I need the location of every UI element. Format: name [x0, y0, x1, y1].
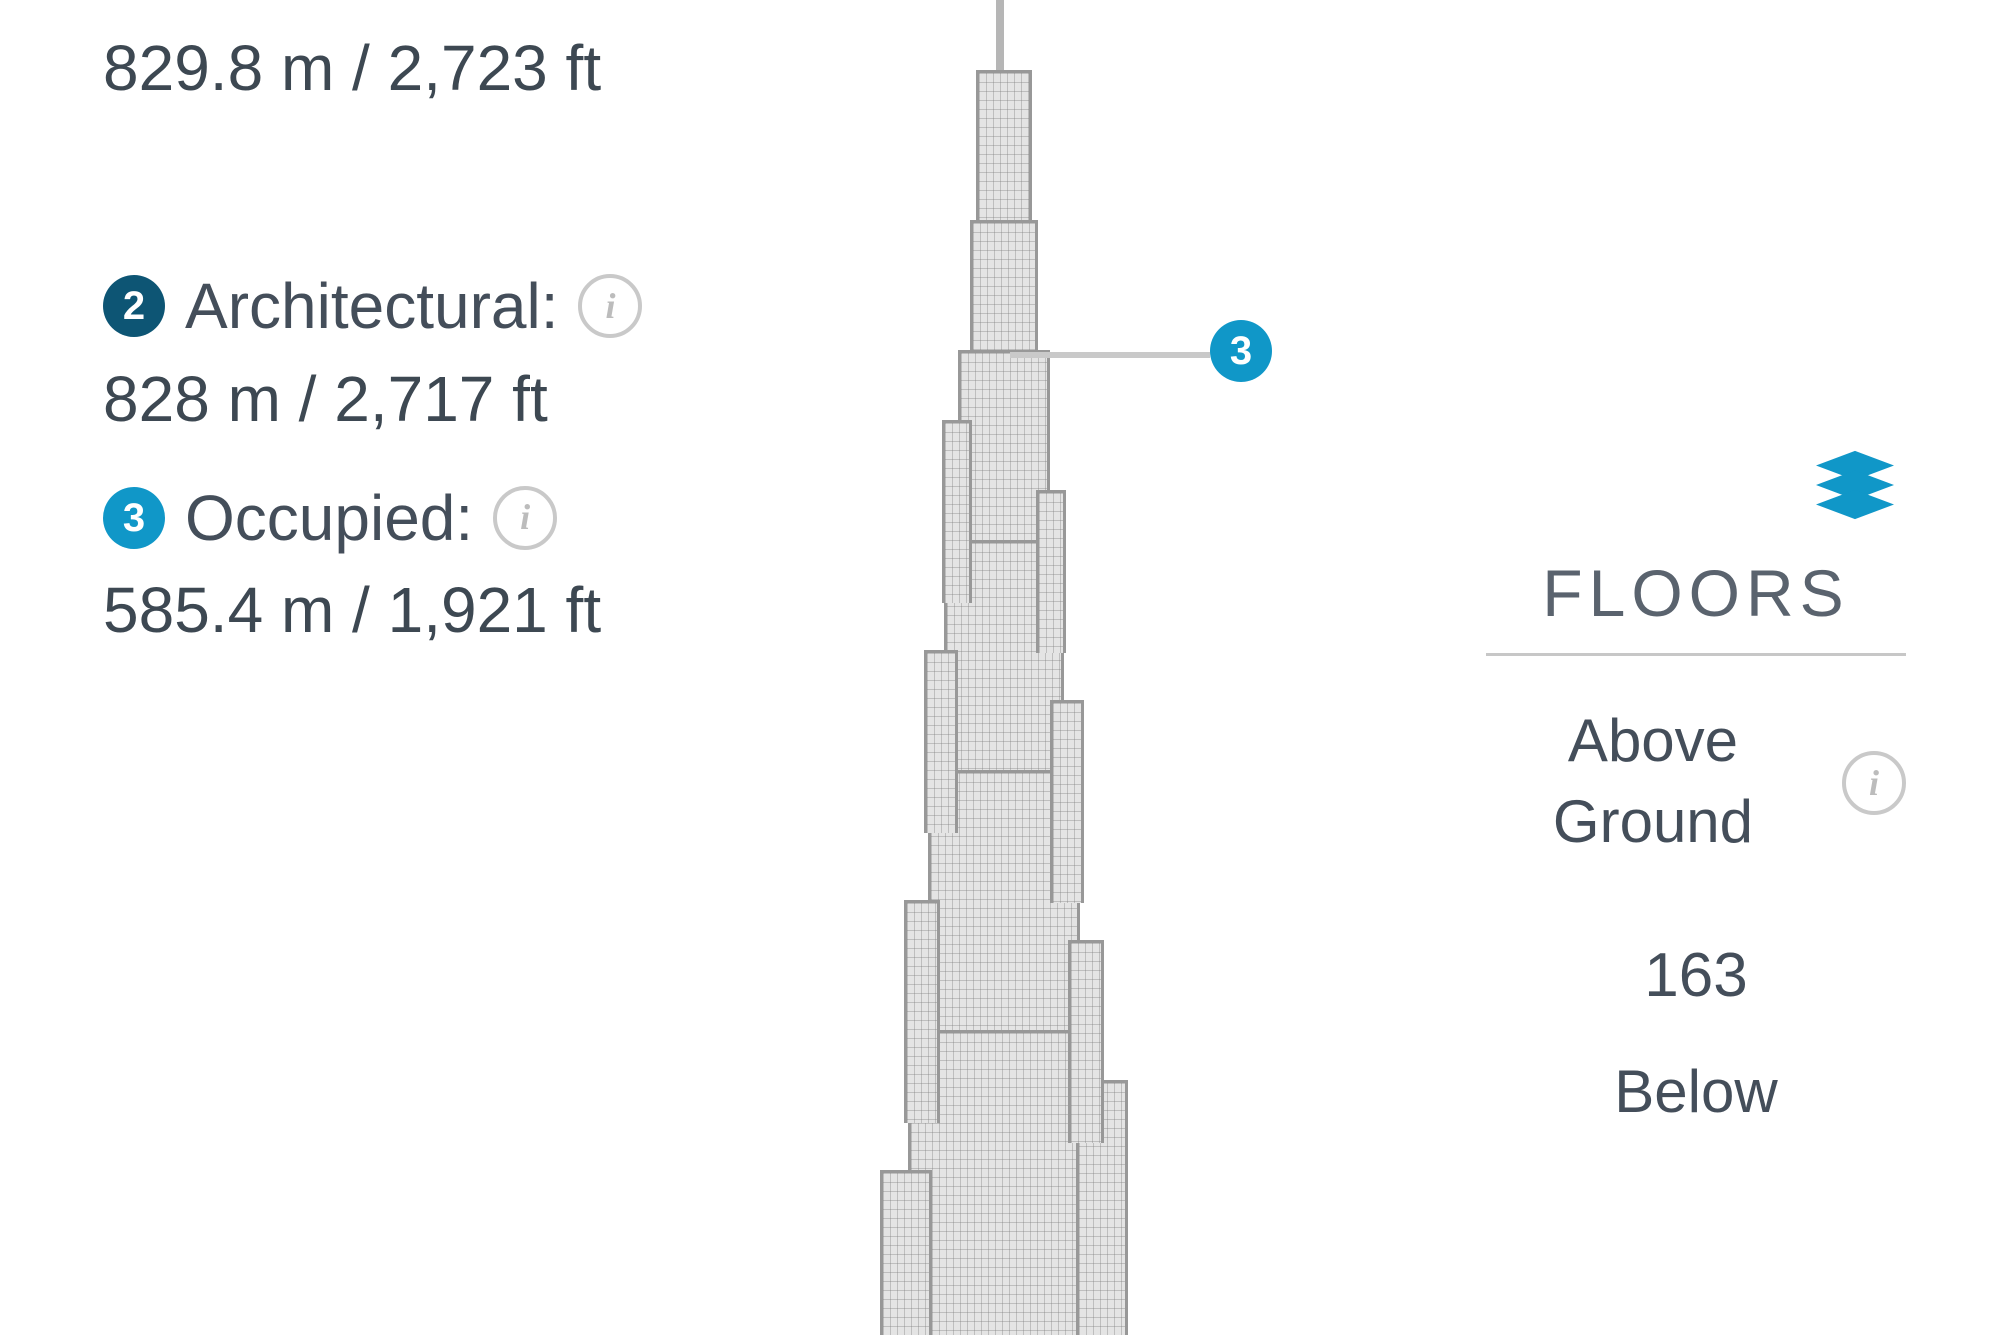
callout-line: [1010, 352, 1210, 358]
value-architectural: 828 m / 2,717 ft: [103, 353, 623, 446]
tower-segment: [1036, 490, 1066, 653]
floors-section: FLOORS Above Ground i 163 Below: [1486, 555, 1906, 1126]
height-architectural: 2 Architectural: i 828 m / 2,717 ft: [103, 268, 623, 446]
info-icon[interactable]: i: [578, 274, 642, 338]
floors-above-value: 163: [1486, 940, 1906, 1011]
tower-segment: [970, 220, 1038, 353]
badge-architectural: 2: [103, 275, 165, 337]
badge-occupied: 3: [103, 487, 165, 549]
tower-segment: [904, 900, 940, 1123]
floors-title: FLOORS: [1486, 555, 1906, 656]
tower-segment: [976, 70, 1032, 223]
info-icon[interactable]: i: [1842, 751, 1906, 815]
info-icon[interactable]: i: [493, 486, 557, 550]
height-occupied: 3 Occupied: i 585.4 m / 1,921 ft: [103, 480, 623, 658]
tower-segment: [1050, 700, 1084, 903]
tower-segment: [942, 420, 972, 603]
floors-below-label: Below: [1486, 1057, 1906, 1126]
tower-segment: [924, 650, 958, 833]
label-architectural: Architectural:: [185, 268, 558, 345]
tower-segment: [1068, 940, 1104, 1143]
tower-segment: [880, 1170, 932, 1335]
tower-spire: [996, 0, 1004, 70]
height-tip-value: 829.8 m / 2,723 ft: [103, 20, 601, 116]
label-occupied: Occupied:: [185, 480, 473, 557]
floors-above-label: Above Ground: [1486, 700, 1820, 862]
value-occupied: 585.4 m / 1,921 ft: [103, 564, 623, 657]
callout-badge-occupied: 3: [1210, 320, 1272, 382]
layers-icon: [1816, 450, 1894, 520]
